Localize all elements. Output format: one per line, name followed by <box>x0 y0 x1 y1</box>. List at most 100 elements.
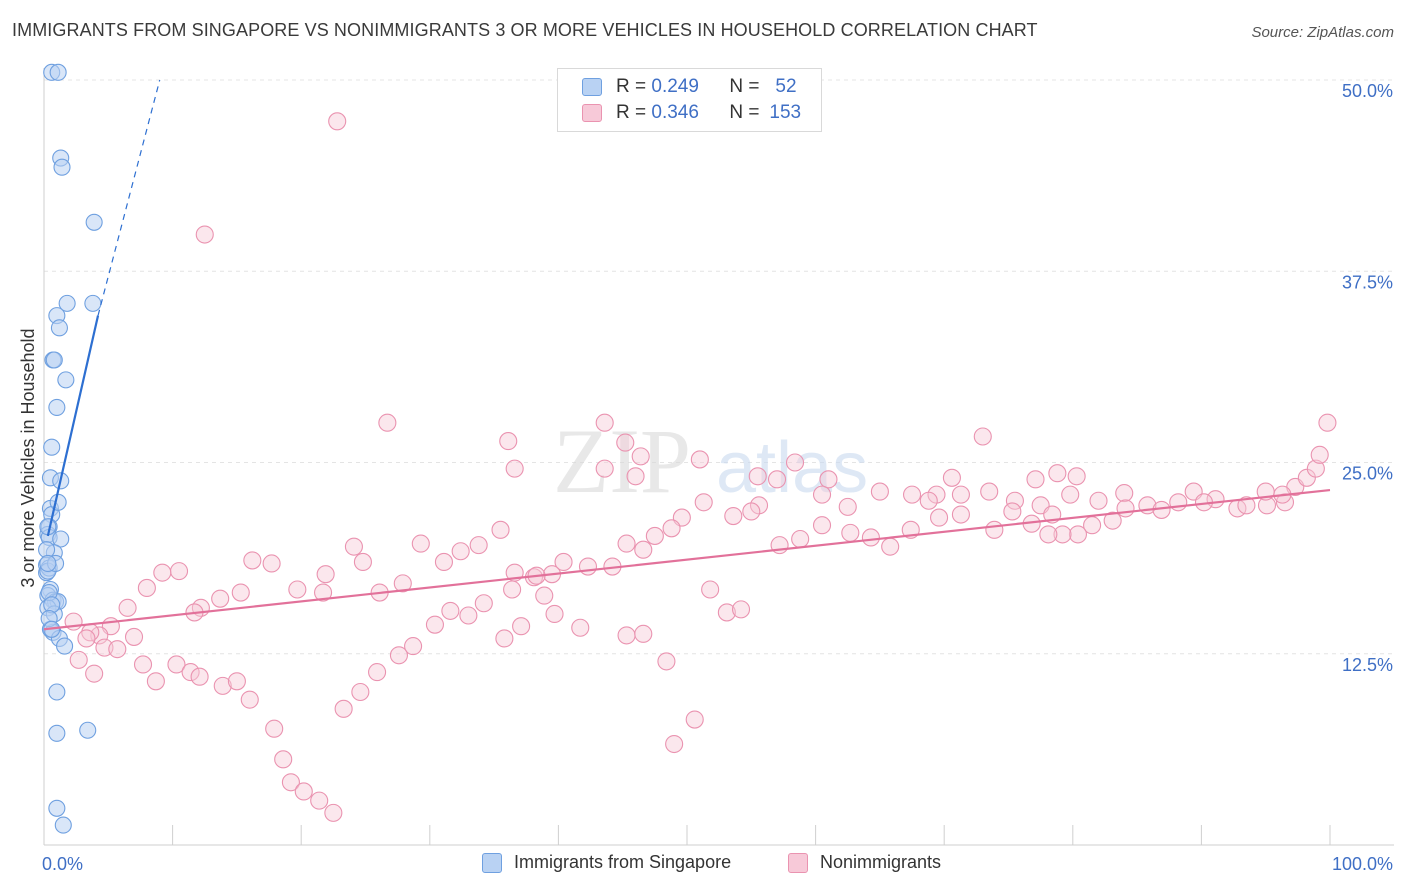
data-point-nonimmigrants <box>324 803 343 822</box>
data-point-nonimmigrants <box>861 528 880 547</box>
data-point-nonimmigrants <box>662 519 681 538</box>
data-point-immigrants <box>85 213 103 231</box>
data-point-nonimmigrants <box>617 626 636 645</box>
data-point-nonimmigrants <box>368 663 387 682</box>
axes <box>43 68 1394 846</box>
data-point-nonimmigrants <box>310 791 329 810</box>
data-point-nonimmigrants <box>545 604 564 624</box>
data-point-nonimmigrants <box>870 482 889 501</box>
y-tick-label: 25.0% <box>1342 464 1393 484</box>
data-point-nonimmigrants <box>294 782 313 801</box>
data-point-nonimmigrants <box>812 516 832 535</box>
blue-swatch <box>582 78 602 96</box>
trend-extension-immigrants <box>97 79 161 316</box>
data-point-nonimmigrants <box>1067 467 1086 486</box>
data-point-nonimmigrants <box>838 497 857 516</box>
data-point-nonimmigrants <box>685 710 704 729</box>
stats-row-immigrants: R = 0.249 N = 52 <box>582 75 797 99</box>
data-point-nonimmigrants <box>316 565 335 584</box>
data-point-nonimmigrants <box>262 554 281 573</box>
r-label: R = <box>616 102 652 123</box>
y-tick-label: 50.0% <box>1342 81 1393 101</box>
data-point-nonimmigrants <box>626 467 645 486</box>
legend-item-immigrants: Immigrants from Singapore <box>482 852 731 873</box>
data-point-nonimmigrants <box>1116 499 1135 518</box>
data-point-immigrants <box>50 319 68 337</box>
data-point-nonimmigrants <box>181 663 200 682</box>
watermark-atlas: atlas <box>716 428 868 508</box>
data-point-nonimmigrants <box>451 542 470 561</box>
series-legend: Immigrants from Singapore Nonimmigrants <box>0 852 1406 878</box>
data-point-nonimmigrants <box>694 493 713 512</box>
data-point-nonimmigrants <box>767 470 787 489</box>
data-point-nonimmigrants <box>1306 459 1325 478</box>
data-point-nonimmigrants <box>1169 493 1188 512</box>
data-point-immigrants <box>45 351 63 369</box>
data-point-nonimmigrants <box>118 598 137 617</box>
data-point-nonimmigrants <box>108 640 127 659</box>
data-point-nonimmigrants <box>1005 491 1024 510</box>
data-point-nonimmigrants <box>919 491 938 510</box>
data-point-nonimmigrants <box>791 529 810 549</box>
data-point-nonimmigrants <box>133 655 153 674</box>
data-point-nonimmigrants <box>314 583 333 602</box>
data-point-nonimmigrants <box>1053 525 1072 544</box>
data-point-nonimmigrants <box>881 537 900 556</box>
data-point-nonimmigrants <box>724 506 743 526</box>
trend-line-nonimmigrants <box>43 488 1331 631</box>
data-point-nonimmigrants <box>441 601 460 620</box>
data-point-nonimmigrants <box>137 578 156 598</box>
watermark-zip: ZIP <box>553 410 691 512</box>
r-label: R = <box>616 76 652 97</box>
data-point-immigrants <box>58 294 76 312</box>
data-point-nonimmigrants <box>1003 502 1022 521</box>
stats-legend: R = 0.249 N = 52 R = 0.346 N = 153 <box>557 68 822 132</box>
data-point-immigrants <box>56 637 74 655</box>
data-point-nonimmigrants <box>491 520 510 539</box>
data-point-nonimmigrants <box>595 413 614 432</box>
data-point-nonimmigrants <box>748 467 767 486</box>
data-point-nonimmigrants <box>616 433 635 452</box>
data-point-nonimmigrants <box>167 655 186 674</box>
data-point-nonimmigrants <box>841 523 860 542</box>
data-point-nonimmigrants <box>425 615 444 634</box>
data-point-nonimmigrants <box>785 453 805 472</box>
data-point-immigrants <box>53 158 71 176</box>
data-point-immigrants <box>43 438 61 456</box>
grid-lines <box>44 79 1394 655</box>
data-point-immigrants <box>48 799 66 817</box>
trend-line-immigrants <box>46 315 100 537</box>
data-point-nonimmigrants <box>495 629 514 648</box>
data-point-nonimmigrants <box>1103 511 1122 530</box>
data-point-nonimmigrants <box>353 552 372 572</box>
data-point-nonimmigrants <box>1310 445 1329 464</box>
data-point-nonimmigrants <box>657 652 676 671</box>
n-label: N = <box>729 76 765 97</box>
data-point-nonimmigrants <box>1061 485 1080 504</box>
data-point-nonimmigrants <box>554 552 573 572</box>
data-point-nonimmigrants <box>1048 464 1067 483</box>
data-point-immigrants <box>79 721 97 739</box>
series-immigrants-singapore <box>38 63 103 834</box>
y-axis-label: 3 or more Vehicles in Household <box>18 328 38 587</box>
data-point-immigrants <box>54 816 72 834</box>
data-point-nonimmigrants <box>146 672 165 691</box>
data-point-nonimmigrants <box>503 580 522 599</box>
pink-swatch <box>788 852 808 873</box>
data-point-nonimmigrants <box>1115 484 1134 503</box>
data-point-nonimmigrants <box>85 664 104 683</box>
data-point-immigrants <box>48 724 66 742</box>
n-label: N = <box>729 102 765 123</box>
data-point-nonimmigrants <box>819 470 838 489</box>
data-point-nonimmigrants <box>812 485 832 504</box>
data-point-nonimmigrants <box>474 594 493 613</box>
data-point-nonimmigrants <box>190 667 209 686</box>
data-point-nonimmigrants <box>1068 525 1087 544</box>
data-point-nonimmigrants <box>459 606 478 625</box>
data-point-nonimmigrants <box>378 413 397 432</box>
r-value: 0.346 <box>651 102 699 123</box>
data-point-nonimmigrants <box>243 551 262 570</box>
data-point-nonimmigrants <box>411 534 430 553</box>
data-point-nonimmigrants <box>731 600 751 619</box>
